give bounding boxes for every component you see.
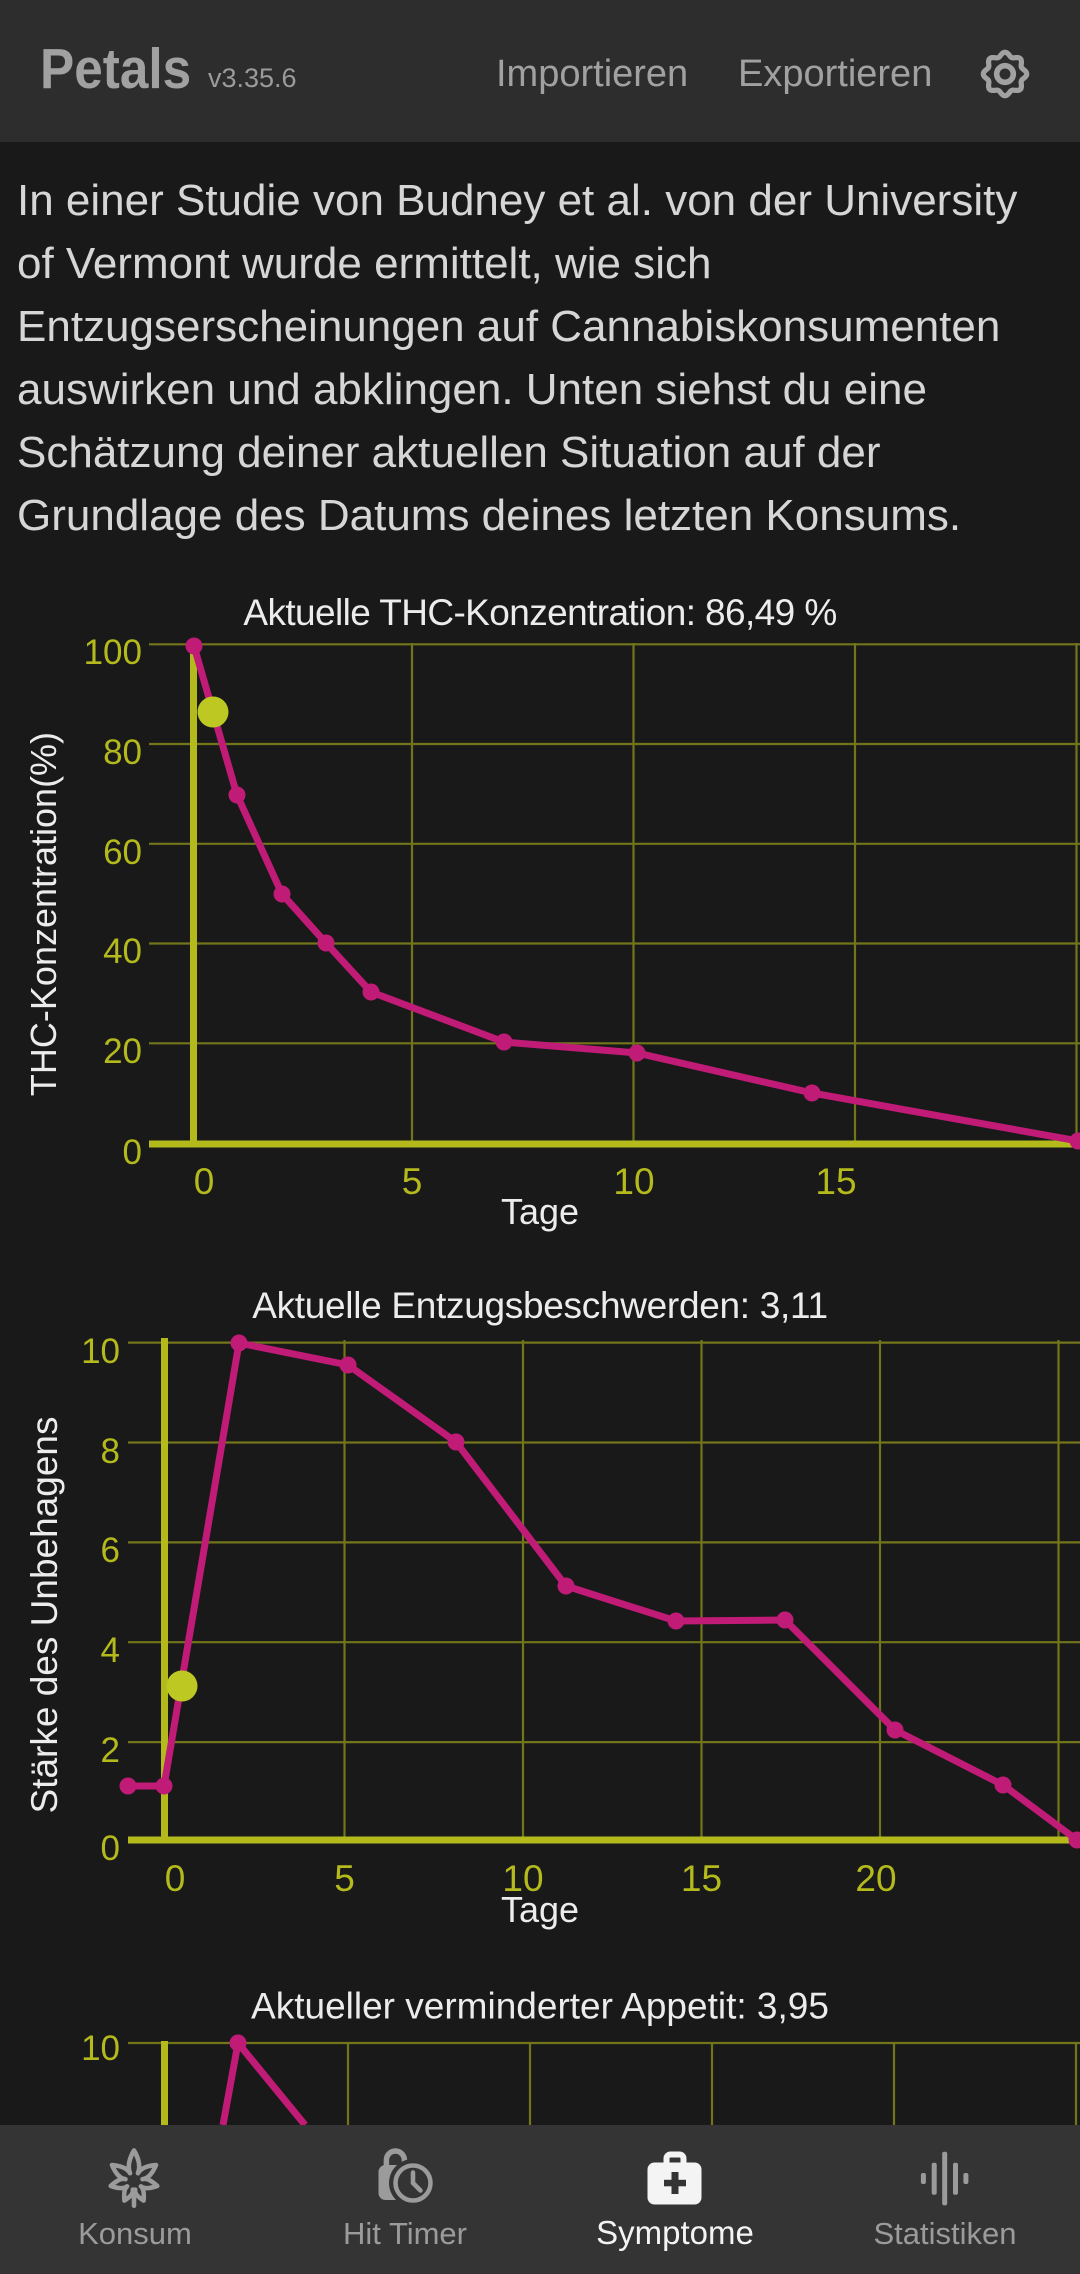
svg-text:Tage: Tage: [501, 1889, 579, 1930]
svg-text:2: 2: [101, 1731, 120, 1770]
svg-text:10: 10: [613, 1161, 654, 1202]
svg-text:15: 15: [681, 1858, 722, 1899]
svg-text:100: 100: [84, 633, 142, 672]
svg-text:4: 4: [101, 1631, 120, 1670]
svg-text:Aktuelle THC-Konzentration: 86: Aktuelle THC-Konzentration: 86,49 %: [243, 592, 836, 633]
svg-text:40: 40: [103, 932, 142, 971]
svg-text:15: 15: [815, 1161, 856, 1202]
svg-text:6: 6: [101, 1531, 120, 1570]
svg-text:0: 0: [101, 1829, 120, 1868]
svg-text:80: 80: [103, 733, 142, 772]
svg-text:0: 0: [123, 1133, 142, 1172]
svg-text:5: 5: [334, 1858, 355, 1899]
svg-text:Aktueller verminderter Appetit: Aktueller verminderter Appetit: 3,95: [251, 1986, 829, 2027]
svg-text:Hit Timer: Hit Timer: [343, 2216, 467, 2251]
svg-text:60: 60: [103, 833, 142, 872]
svg-text:10: 10: [502, 1858, 543, 1899]
svg-text:20: 20: [103, 1032, 142, 1071]
svg-text:Statistiken: Statistiken: [873, 2216, 1016, 2251]
svg-text:Stärke des Unbehagens: Stärke des Unbehagens: [24, 1417, 65, 1814]
svg-text:Symptome: Symptome: [596, 2214, 754, 2251]
svg-text:Aktuelle Entzugsbeschwerden: 3: Aktuelle Entzugsbeschwerden: 3,11: [252, 1285, 828, 1326]
svg-text:THC-Konzentration(%): THC-Konzentration(%): [23, 732, 64, 1096]
svg-text:Konsum: Konsum: [78, 2216, 192, 2251]
svg-text:20: 20: [855, 1858, 896, 1899]
svg-text:0: 0: [194, 1161, 215, 1202]
svg-text:Tage: Tage: [501, 1191, 579, 1232]
svg-text:10: 10: [81, 2029, 120, 2068]
svg-text:0: 0: [165, 1858, 186, 1899]
svg-text:10: 10: [81, 1332, 120, 1371]
svg-text:8: 8: [101, 1432, 120, 1471]
svg-text:5: 5: [402, 1161, 423, 1202]
